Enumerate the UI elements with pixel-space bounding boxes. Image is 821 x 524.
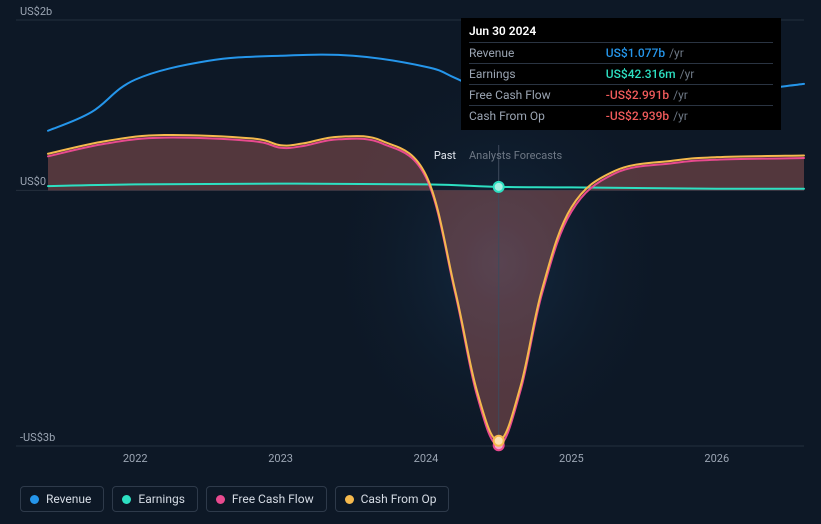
financials-chart: Past Analysts Forecasts US$2bUS$0-US$3b … [0, 0, 821, 524]
tooltip-row: Cash From Op-US$2.939b/yr [469, 106, 773, 127]
tooltip-metric-value: US$42.316m/yr [606, 64, 773, 85]
tooltip-metric-label: Free Cash Flow [469, 85, 606, 106]
x-axis-label: 2023 [268, 452, 293, 465]
x-axis-label: 2026 [704, 452, 729, 465]
y-axis-label: US$0 [20, 175, 46, 188]
legend-swatch [216, 495, 225, 504]
x-axis-label: 2024 [414, 452, 439, 465]
x-axis-label: 2022 [123, 452, 148, 465]
chart-legend: Revenue Earnings Free Cash Flow Cash From O… [20, 486, 449, 512]
tooltip-row: EarningsUS$42.316m/yr [469, 64, 773, 85]
cfo-marker [494, 436, 504, 446]
tooltip-date: Jun 30 2024 [469, 24, 773, 42]
legend-item-revenue[interactable]: Revenue [20, 486, 104, 512]
tooltip-metric-label: Earnings [469, 64, 606, 85]
legend-swatch [30, 495, 39, 504]
tooltip-row: RevenueUS$1.077b/yr [469, 43, 773, 64]
legend-item-cash-from-op[interactable]: Cash From Op [335, 486, 450, 512]
legend-swatch [122, 495, 131, 504]
legend-item-earnings[interactable]: Earnings [112, 486, 198, 512]
chart-tooltip: Jun 30 2024 RevenueUS$1.077b/yrEarningsU… [461, 18, 781, 130]
earnings-marker [494, 182, 504, 192]
y-axis-label: -US$3b [20, 431, 55, 444]
legend-label: Earnings [138, 492, 185, 506]
y-axis-label: US$2b [20, 5, 52, 18]
past-label: Past [434, 149, 456, 162]
tooltip-metric-label: Cash From Op [469, 106, 606, 127]
x-axis-label: 2025 [559, 452, 584, 465]
legend-item-free-cash-flow[interactable]: Free Cash Flow [206, 486, 327, 512]
tooltip-metric-value: US$1.077b/yr [606, 43, 773, 64]
legend-label: Cash From Op [361, 492, 437, 506]
tooltip-metric-value: -US$2.991b/yr [606, 85, 773, 106]
legend-label: Revenue [46, 492, 91, 506]
tooltip-row: Free Cash Flow-US$2.991b/yr [469, 85, 773, 106]
forecast-label: Analysts Forecasts [469, 149, 562, 162]
tooltip-metric-label: Revenue [469, 43, 606, 64]
tooltip-metric-value: -US$2.939b/yr [606, 106, 773, 127]
legend-label: Free Cash Flow [232, 492, 314, 506]
legend-swatch [345, 495, 354, 504]
